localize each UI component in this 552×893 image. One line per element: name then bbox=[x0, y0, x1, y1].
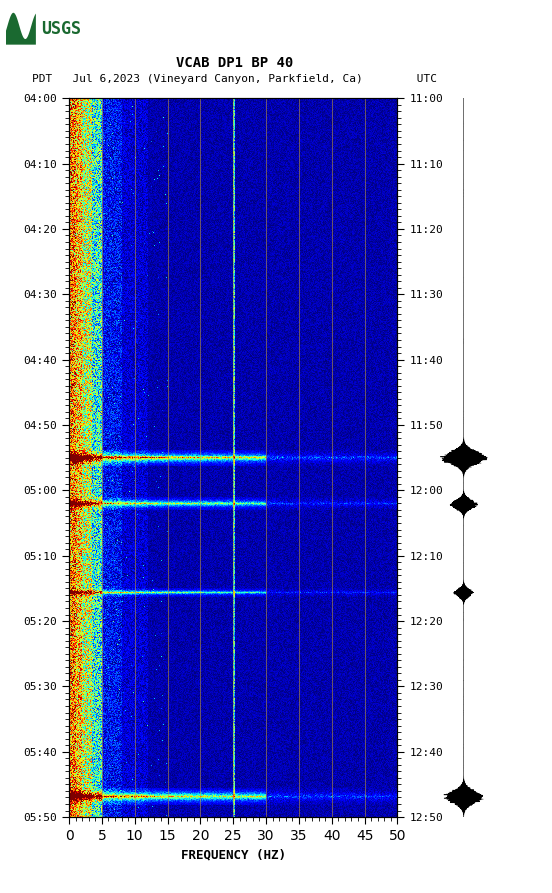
Polygon shape bbox=[6, 13, 36, 45]
X-axis label: FREQUENCY (HZ): FREQUENCY (HZ) bbox=[181, 848, 286, 862]
Text: PDT   Jul 6,2023 (Vineyard Canyon, Parkfield, Ca)        UTC: PDT Jul 6,2023 (Vineyard Canyon, Parkfie… bbox=[32, 73, 437, 84]
Text: VCAB DP1 BP 40: VCAB DP1 BP 40 bbox=[176, 55, 293, 70]
Text: USGS: USGS bbox=[41, 21, 81, 38]
